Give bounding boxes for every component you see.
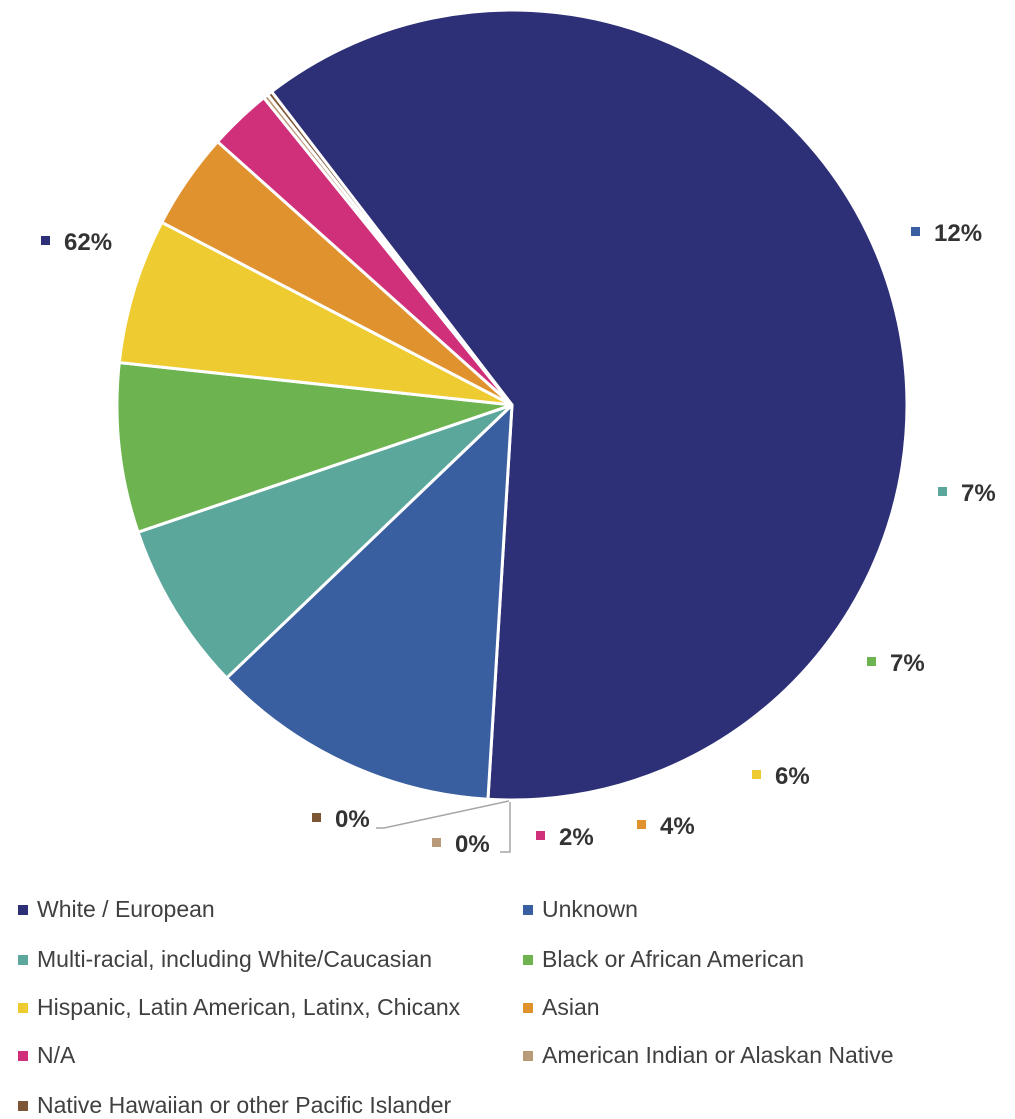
legend-label: Asian <box>542 994 600 1020</box>
legend-label: Black or African American <box>542 946 805 972</box>
data-label-text: 2% <box>559 824 594 851</box>
legend-item-american-indian-or-alaskan-native: American Indian or Alaskan Native <box>523 1042 894 1069</box>
data-labels: 62% 12% 7% 7% 6% 4% 2% 0% 0% <box>41 220 996 858</box>
data-label-text: 62% <box>64 229 112 256</box>
data-label-text: 12% <box>934 220 982 247</box>
data-label-marker <box>752 770 761 779</box>
data-label-text: 7% <box>961 480 996 507</box>
pie-slices <box>115 8 909 802</box>
legend-swatch <box>18 1100 28 1111</box>
data-label-marker <box>41 236 50 245</box>
data-label-text: 4% <box>660 813 695 840</box>
leader-lines <box>376 800 511 853</box>
leader-line-american-indian-or-alaskan-native <box>500 802 511 853</box>
legend-item-white-european: White / European <box>18 896 215 923</box>
data-label-n-a: 2% <box>536 824 594 851</box>
leader-line-native-hawaiian-or-other-pacific-islander <box>376 800 510 829</box>
data-label-marker <box>867 657 876 666</box>
legend-label: Hispanic, Latin American, Latinx, Chican… <box>37 994 461 1020</box>
legend-item-unknown: Unknown <box>523 896 638 923</box>
data-label-marker <box>911 227 920 236</box>
legend-swatch <box>18 1002 28 1013</box>
data-label-black-or-african-american: 7% <box>867 650 925 677</box>
data-label-marker <box>536 831 545 840</box>
pie-slice-unknown <box>225 403 514 801</box>
legend-label: N/A <box>37 1042 76 1068</box>
legend-label: American Indian or Alaskan Native <box>542 1042 894 1068</box>
data-label-unknown: 12% <box>911 220 982 247</box>
pie-slice-native-hawaiian-or-other-pacific-islander <box>266 90 514 407</box>
data-label-marker <box>637 820 646 829</box>
data-label-text: 0% <box>455 831 490 858</box>
legend-swatch <box>523 904 533 915</box>
data-label-hispanic-latin-american-latinx-chicanx: 6% <box>752 763 810 790</box>
legend-swatch <box>523 954 533 965</box>
legend-label: White / European <box>37 896 215 922</box>
legend-label: Native Hawaiian or other Pacific Islande… <box>37 1092 452 1118</box>
data-label-text: 6% <box>775 763 810 790</box>
legend-label: Unknown <box>542 896 638 922</box>
data-label-native-hawaiian-or-other-pacific-islander: 0% <box>312 806 370 833</box>
pie-slice-hispanic-latin-american-latinx-chicanx <box>117 220 514 407</box>
pie-slice-white-european <box>270 8 909 802</box>
legend-item-native-hawaiian-or-other-pacific-islander: Native Hawaiian or other Pacific Islande… <box>18 1092 451 1119</box>
data-label-american-indian-or-alaskan-native: 0% <box>432 831 490 858</box>
data-label-white-european: 62% <box>41 229 112 256</box>
data-label-text: 0% <box>335 806 370 833</box>
legend-swatch <box>18 904 28 915</box>
legend-swatch <box>18 1050 28 1061</box>
data-label-marker <box>432 838 441 847</box>
legend-label: Multi-racial, including White/Caucasian <box>37 946 432 972</box>
legend-item-hispanic-latin-american-latinx-chicanx: Hispanic, Latin American, Latinx, Chican… <box>18 994 460 1021</box>
pie-slice-multi-racial-including-white-caucasian <box>136 403 514 680</box>
data-label-marker <box>938 487 947 496</box>
data-label-marker <box>312 813 321 822</box>
pie-slice-black-or-african-american <box>115 361 514 534</box>
data-label-asian: 4% <box>637 813 695 840</box>
data-label-multi-racial-including-white-caucasian: 7% <box>938 480 996 507</box>
pie-chart: 62% 12% 7% 7% 6% 4% 2% 0% 0% <box>41 8 996 858</box>
legend-swatch <box>523 1002 533 1013</box>
legend-item-black-or-african-american: Black or African American <box>523 946 804 973</box>
legend-swatch <box>523 1050 533 1061</box>
data-label-text: 7% <box>890 650 925 677</box>
legend-swatch <box>18 954 28 965</box>
legend-item-n-a: N/A <box>18 1042 75 1069</box>
legend-item-asian: Asian <box>523 994 600 1021</box>
legend-item-multi-racial-including-white-caucasian: Multi-racial, including White/Caucasian <box>18 946 432 973</box>
